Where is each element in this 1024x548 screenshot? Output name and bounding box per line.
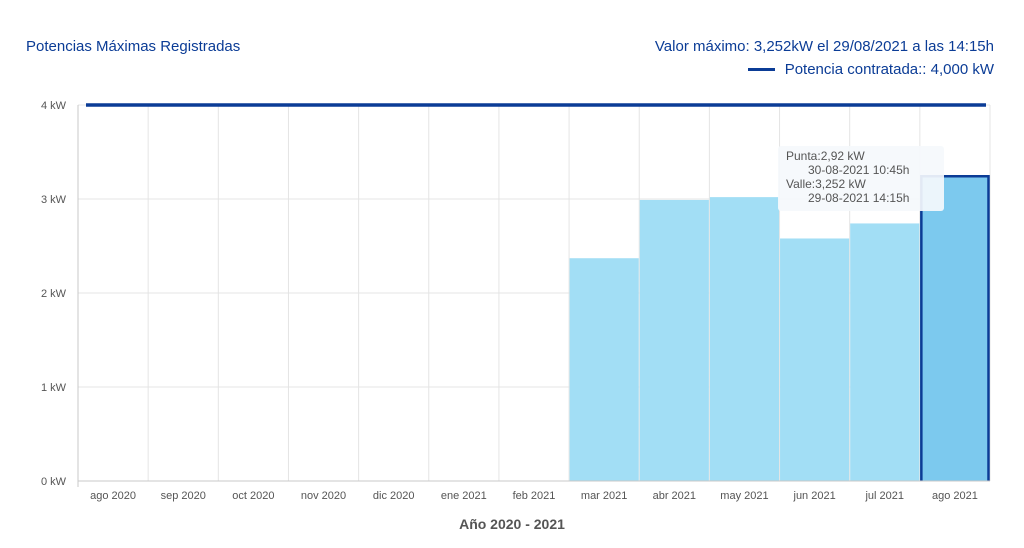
legend-label: Potencia contratada:: 4,000 kW [784,61,994,78]
tooltip: Punta:2,92 kW 30-08-2021 10:45h Valle:3,… [778,146,944,211]
bar-highlight-outline [920,175,990,481]
x-tick-label: ago 2021 [932,490,978,502]
tooltip-peak: Punta:2,92 kW [786,149,865,163]
tooltip-valley: Valle:3,252 kW [786,177,866,191]
bar-mar-2021[interactable] [569,258,639,481]
legend-line-swatch [747,68,775,71]
y-tick-label: 0 kW [41,476,67,488]
x-axis-title: Año 2020 - 2021 [459,516,565,532]
bar-jul-2021[interactable] [850,223,920,481]
x-tick-label: oct 2020 [232,490,274,502]
x-tick-label: jun 2021 [793,490,836,502]
x-tick-label: nov 2020 [301,490,346,502]
y-tick-label: 3 kW [41,194,67,206]
bar-jun-2021[interactable] [780,238,850,481]
y-tick-label: 1 kW [41,382,67,394]
tooltip-valley-date: 29-08-2021 14:15h [808,191,910,205]
x-tick-label: ago 2020 [90,490,136,502]
max-value-text: Valor máximo: 3,252kW el 29/08/2021 a la… [654,38,994,55]
x-tick-label: ene 2021 [441,490,487,502]
bar-abr-2021[interactable] [639,199,709,481]
tooltip-peak-date: 30-08-2021 10:45h [808,163,910,177]
x-tick-label: may 2021 [720,490,768,502]
x-tick-label: mar 2021 [581,490,627,502]
x-tick-label: jul 2021 [864,490,904,502]
bar-ago-2021[interactable] [920,175,990,481]
y-tick-label: 4 kW [41,100,67,112]
chart-title: Potencias Máximas Registradas [26,38,241,55]
x-tick-label: sep 2020 [161,490,206,502]
x-tick-label: feb 2021 [513,490,556,502]
bar-may-2021[interactable] [709,197,780,481]
x-tick-label: abr 2021 [653,490,696,502]
x-tick-label: dic 2020 [373,490,415,502]
legend[interactable]: Potencia contratada:: 4,000 kW [747,61,994,78]
y-tick-label: 2 kW [41,288,67,300]
